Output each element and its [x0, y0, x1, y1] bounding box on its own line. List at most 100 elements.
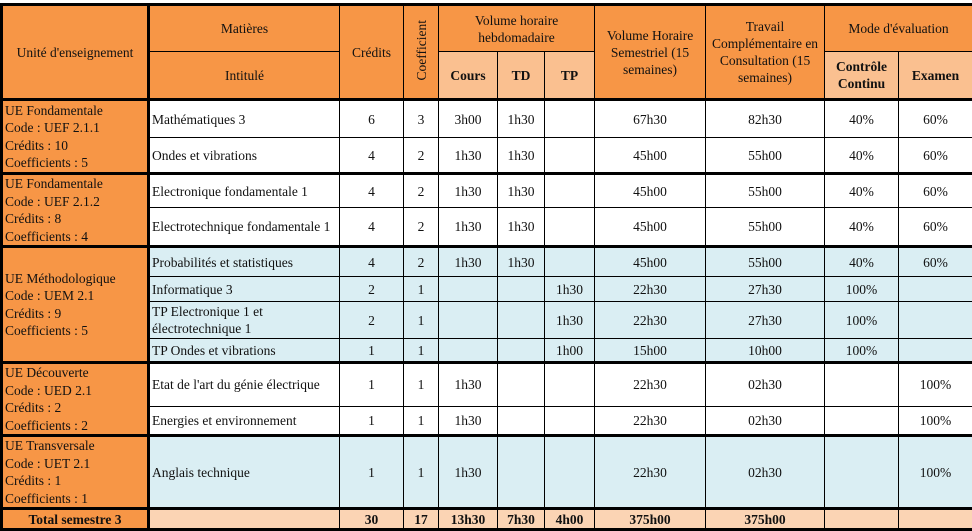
unit-line: UE Découverte — [5, 364, 145, 382]
cell-examen — [899, 277, 972, 302]
unit-line: Code : UET 2.1 — [5, 455, 145, 473]
cell-coef: 1 — [404, 277, 439, 302]
cell-credits: 1 — [340, 363, 404, 407]
total-cours: 13h30 — [439, 509, 498, 530]
cell-examen: 60% — [899, 138, 972, 174]
cell-coef: 1 — [404, 363, 439, 407]
unit-line: Code : UEF 2.1.2 — [5, 193, 145, 211]
curriculum-table: Unité d'enseignement Matières Crédits Co… — [0, 3, 972, 531]
subject-name: Mathématiques 3 — [149, 100, 340, 138]
cell-vhs: 15h00 — [595, 339, 706, 363]
cell-examen: 60% — [899, 247, 972, 277]
header-travail: Travail Complémentaire en Consultation (… — [706, 5, 825, 100]
cell-cours: 1h30 — [439, 174, 498, 208]
header-intitule: Intitulé — [149, 52, 340, 100]
cell-tp — [545, 363, 595, 407]
unit-line: Code : UEF 2.1.1 — [5, 119, 145, 137]
total-credits: 30 — [340, 509, 404, 530]
unit-line: UE Fondamentale — [5, 102, 145, 120]
cell-travail: 10h00 — [706, 339, 825, 363]
total-examen — [899, 509, 972, 530]
cell-td: 1h30 — [498, 138, 545, 174]
header-volume-hebdo: Volume horaire hebdomadaire — [439, 5, 595, 52]
cell-vhs: 45h00 — [595, 174, 706, 208]
cell-travail: 55h00 — [706, 138, 825, 174]
cell-vhs: 22h30 — [595, 277, 706, 302]
cell-cours — [439, 277, 498, 302]
unit-line: UE Fondamentale — [5, 175, 145, 193]
header-tp: TP — [545, 52, 595, 100]
cell-coef: 2 — [404, 208, 439, 247]
header-unit: Unité d'enseignement — [2, 5, 149, 100]
cell-cours: 1h30 — [439, 363, 498, 407]
cell-vhs: 67h30 — [595, 100, 706, 138]
total-label: Total semestre 3 — [2, 509, 149, 530]
unit-line: Coefficients : 1 — [5, 490, 145, 508]
header-cc: Contrôle Continu — [825, 52, 899, 100]
subject-name: TP Electronique 1 et électrotechnique 1 — [149, 302, 340, 339]
cell-cc: 40% — [825, 174, 899, 208]
total-td: 7h30 — [498, 509, 545, 530]
cell-tp — [545, 138, 595, 174]
header-vhs: Volume Horaire Semestriel (15 semaines) — [595, 5, 706, 100]
cell-coef: 3 — [404, 100, 439, 138]
cell-tp — [545, 208, 595, 247]
cell-coef: 1 — [404, 436, 439, 509]
cell-td — [498, 277, 545, 302]
cell-vhs: 45h00 — [595, 247, 706, 277]
cell-examen: 60% — [899, 174, 972, 208]
cell-td: 1h30 — [498, 247, 545, 277]
cell-coef: 1 — [404, 339, 439, 363]
cell-tp — [545, 436, 595, 509]
unit-line: Coefficients : 2 — [5, 417, 145, 435]
cell-cc: 100% — [825, 277, 899, 302]
unit-line: Coefficients : 5 — [5, 322, 145, 340]
total-vhs: 375h00 — [595, 509, 706, 530]
cell-tp: 1h30 — [545, 277, 595, 302]
cell-travail: 02h30 — [706, 363, 825, 407]
total-coef: 17 — [404, 509, 439, 530]
cell-coef: 2 — [404, 247, 439, 277]
subject-name: Etat de l'art du génie électrique — [149, 363, 340, 407]
cell-travail: 02h30 — [706, 436, 825, 509]
cell-travail: 27h30 — [706, 302, 825, 339]
cell-travail: 55h00 — [706, 247, 825, 277]
cell-vhs: 22h30 — [595, 302, 706, 339]
cell-coef: 1 — [404, 406, 439, 435]
unit-line: UE Transversale — [5, 437, 145, 455]
cell-examen: 100% — [899, 436, 972, 509]
cell-examen: 100% — [899, 406, 972, 435]
cell-cc: 40% — [825, 138, 899, 174]
unit-line: Code : UED 2.1 — [5, 382, 145, 400]
cell-credits: 4 — [340, 174, 404, 208]
unit-line: Crédits : 8 — [5, 210, 145, 228]
cell-tp — [545, 174, 595, 208]
cell-cc: 40% — [825, 247, 899, 277]
subject-name: Energies et environnement — [149, 406, 340, 435]
cell-credits: 1 — [340, 406, 404, 435]
cell-credits: 4 — [340, 138, 404, 174]
subject-name: Anglais technique — [149, 436, 340, 509]
cell-vhs: 45h00 — [595, 208, 706, 247]
cell-cours: 1h30 — [439, 247, 498, 277]
subject-name: TP Ondes et vibrations — [149, 339, 340, 363]
cell-travail: 55h00 — [706, 174, 825, 208]
cell-coef: 2 — [404, 138, 439, 174]
cell-credits: 2 — [340, 277, 404, 302]
header-td: TD — [498, 52, 545, 100]
subject-name: Probabilités et statistiques — [149, 247, 340, 277]
subject-name: Ondes et vibrations — [149, 138, 340, 174]
cell-vhs: 22h30 — [595, 406, 706, 435]
unit-line: UE Méthodologique — [5, 270, 145, 288]
cell-td — [498, 339, 545, 363]
unit-line: Crédits : 10 — [5, 137, 145, 155]
